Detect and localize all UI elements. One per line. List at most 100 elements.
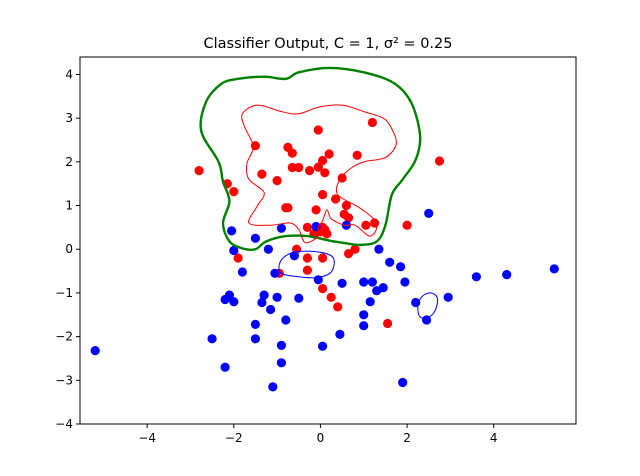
data-point — [294, 293, 304, 303]
data-point — [320, 168, 330, 178]
data-point — [313, 162, 323, 172]
chart-title: Classifier Output, C = 1, σ² = 0.25 — [204, 36, 453, 52]
y-tick-label: −2 — [55, 330, 73, 344]
data-point — [276, 340, 286, 350]
data-point — [227, 226, 237, 236]
data-point — [333, 302, 343, 312]
data-point — [502, 270, 512, 280]
y-tick-label: −1 — [55, 286, 73, 300]
data-point — [352, 150, 362, 160]
plot-content — [90, 66, 559, 392]
data-point — [302, 265, 312, 275]
data-point — [229, 187, 239, 197]
data-point — [398, 377, 408, 388]
data-point — [283, 203, 293, 213]
data-point — [250, 334, 260, 344]
data-point — [365, 297, 375, 307]
series-0-points — [194, 117, 445, 329]
data-point — [359, 321, 369, 331]
y-tick-label: 2 — [65, 155, 73, 169]
data-point — [289, 251, 299, 261]
data-point — [237, 267, 247, 277]
data-point — [233, 253, 243, 263]
data-point — [324, 149, 334, 159]
data-point — [305, 166, 315, 176]
data-point — [287, 162, 297, 173]
data-point — [276, 223, 286, 233]
data-point — [268, 382, 278, 392]
x-tick-label: −4 — [138, 431, 156, 445]
axes: −4 −2 0 2 4 −4 −3 −2 −1 0 1 2 3 4 — [55, 56, 577, 445]
y-tick-label: 1 — [65, 199, 73, 213]
data-point — [294, 162, 304, 173]
data-point — [422, 315, 432, 325]
x-tick-label: −2 — [225, 431, 243, 445]
data-point — [331, 194, 341, 204]
data-point — [229, 245, 239, 256]
data-point — [344, 213, 354, 223]
data-point — [367, 277, 377, 287]
data-point — [424, 208, 434, 218]
data-point — [400, 277, 410, 287]
data-point — [281, 315, 291, 325]
data-point — [287, 148, 297, 158]
data-point — [318, 284, 328, 294]
data-point — [266, 304, 276, 315]
data-point — [471, 272, 481, 282]
y-tick-label: 0 — [65, 242, 73, 256]
data-point — [311, 205, 321, 215]
plot-area — [90, 66, 559, 392]
data-point — [220, 362, 230, 372]
data-point — [385, 257, 395, 267]
data-point — [359, 310, 369, 320]
data-point — [361, 220, 371, 230]
data-point — [313, 125, 323, 135]
blue-class-contour — [278, 250, 335, 279]
red-class-contour — [241, 104, 397, 244]
data-point — [207, 334, 217, 344]
data-point — [341, 200, 351, 211]
data-point — [224, 290, 234, 300]
data-point — [263, 244, 273, 254]
data-point — [272, 176, 282, 186]
x-tick-label: 0 — [317, 431, 325, 445]
x-tick-label: 2 — [403, 431, 411, 445]
data-point — [318, 253, 328, 263]
data-point — [318, 155, 328, 166]
data-point — [402, 220, 412, 230]
data-point — [374, 244, 384, 254]
data-point — [396, 262, 406, 272]
y-tick-label: −4 — [55, 417, 73, 431]
data-point — [350, 244, 360, 254]
y-tick-label: 3 — [65, 111, 73, 125]
series-1-points — [90, 208, 559, 392]
axes-frame — [79, 56, 577, 425]
data-point — [337, 278, 347, 288]
data-point — [434, 156, 445, 166]
data-point — [257, 169, 267, 179]
data-point — [194, 166, 204, 176]
data-point — [359, 277, 369, 287]
data-point — [276, 358, 286, 368]
decision-boundary — [199, 66, 422, 252]
data-point — [302, 222, 312, 232]
data-point — [367, 117, 377, 128]
blue-class-contour-small — [417, 292, 439, 319]
data-point — [318, 190, 328, 200]
data-point — [443, 292, 453, 302]
data-point — [250, 233, 260, 243]
data-point — [257, 297, 267, 308]
data-point — [90, 346, 100, 356]
data-point — [335, 329, 345, 339]
y-tick-label: 4 — [65, 67, 73, 81]
data-point — [250, 319, 260, 329]
data-point — [318, 341, 328, 351]
data-point — [272, 292, 282, 302]
data-point — [344, 249, 354, 259]
data-point — [326, 292, 336, 302]
data-point — [302, 253, 312, 263]
data-point — [311, 221, 321, 232]
x-tick-label: 4 — [490, 431, 498, 445]
